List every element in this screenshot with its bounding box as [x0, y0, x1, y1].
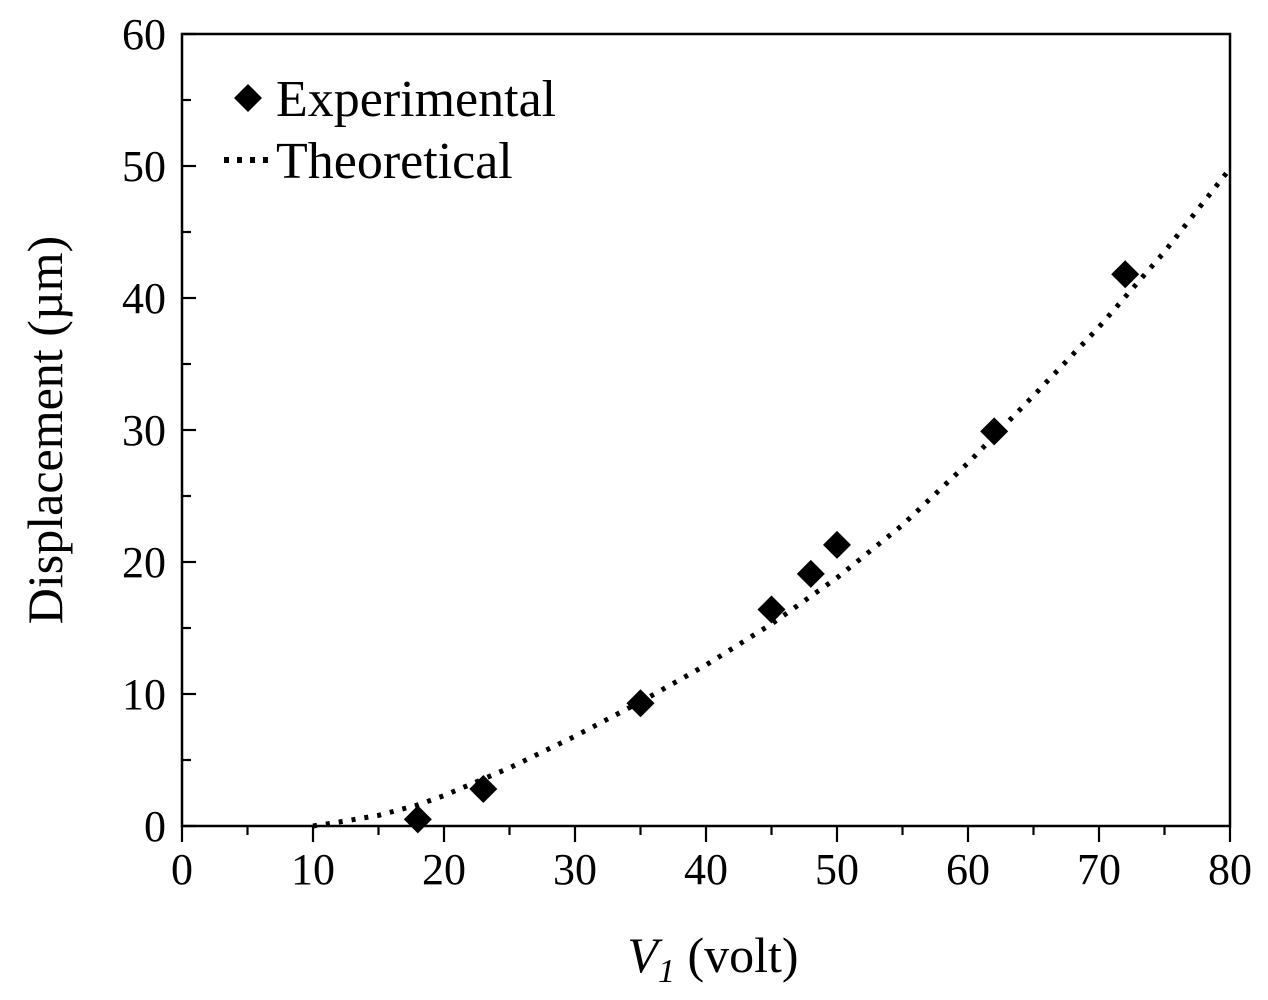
- x-tick-label: 40: [684, 845, 728, 894]
- x-axis-title: V1 (volt): [627, 927, 798, 990]
- theoretical-curve-group: [312, 167, 1232, 829]
- x-tick-label: 60: [946, 845, 990, 894]
- y-axis: 0 10 20 30 40 50 60: [122, 10, 196, 851]
- experimental-point: [823, 530, 851, 559]
- y-tick-label: 50: [122, 142, 166, 191]
- experimental-point: [469, 775, 498, 804]
- y-tick-label: 40: [122, 274, 166, 323]
- x-tick-label: 0: [171, 845, 193, 894]
- y-tick-label: 0: [144, 802, 166, 851]
- theoretical-curve: [312, 167, 1232, 829]
- y-tick-label: 20: [122, 538, 166, 587]
- legend-label-experimental: Experimental: [276, 71, 556, 128]
- x-tick-label: 20: [422, 845, 466, 894]
- experimental-point: [757, 595, 786, 624]
- x-tick-label: 70: [1077, 845, 1121, 894]
- x-axis: 0 10 20 30 40 50 60 70 80: [171, 826, 1252, 894]
- y-tick-label: 60: [122, 10, 166, 59]
- experimental-point: [980, 417, 1009, 446]
- experimental-point: [403, 805, 432, 834]
- y-tick-label: 10: [122, 670, 166, 719]
- experimental-point: [1111, 260, 1140, 289]
- x-axis-title-subscript: 1: [658, 953, 675, 990]
- x-tick-label: 80: [1208, 845, 1252, 894]
- experimental-point: [626, 689, 655, 718]
- x-tick-label: 30: [553, 845, 597, 894]
- x-axis-title-unit: (volt): [675, 927, 799, 983]
- y-axis-title: Displacement (µm): [17, 236, 73, 624]
- x-tick-label: 50: [815, 845, 859, 894]
- x-tick-label: 10: [291, 845, 335, 894]
- y-tick-label: 30: [122, 406, 166, 455]
- x-axis-title-variable: V: [627, 927, 663, 983]
- legend-diamond-marker: [234, 84, 262, 112]
- legend: Experimental Theoretical: [224, 71, 556, 190]
- legend-label-theoretical: Theoretical: [276, 133, 513, 190]
- experimental-point: [796, 559, 825, 588]
- experimental-points-group: [403, 260, 1140, 834]
